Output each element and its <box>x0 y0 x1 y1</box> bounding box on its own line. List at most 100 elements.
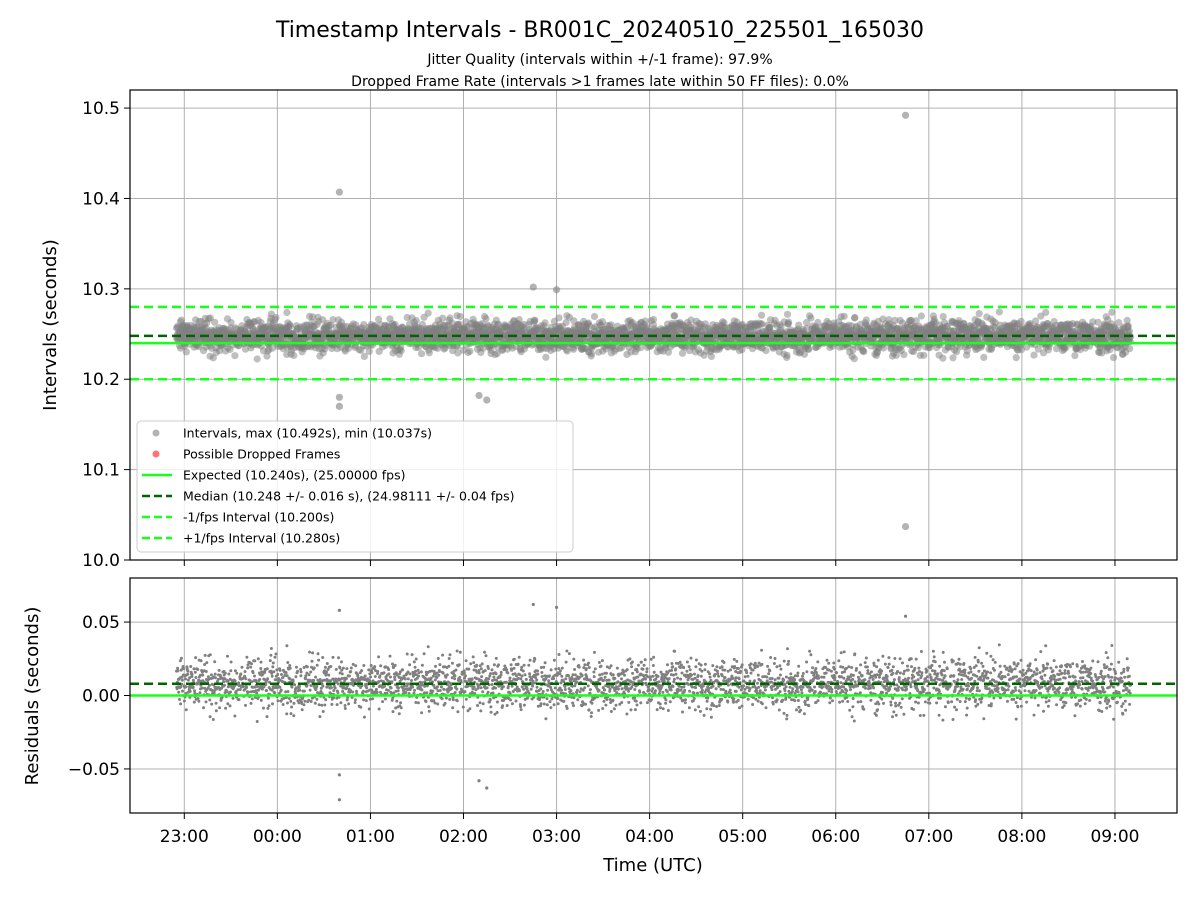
residual-point <box>253 659 257 663</box>
residual-point <box>525 687 529 691</box>
residual-point <box>509 698 512 702</box>
residual-point <box>455 687 459 691</box>
residual-point <box>344 677 348 681</box>
residual-point <box>475 663 479 667</box>
residual-point <box>531 684 535 688</box>
residual-point <box>517 655 521 659</box>
residual-point <box>524 677 528 681</box>
interval-point <box>268 344 277 352</box>
residual-point <box>189 665 193 668</box>
residual-point <box>213 672 217 676</box>
residual-point <box>388 654 392 658</box>
residual-point <box>229 690 232 694</box>
residual-point <box>281 703 285 706</box>
residual-point <box>285 712 289 716</box>
residual-point <box>271 702 274 706</box>
intervals-y-tick-label: 10.1 <box>82 461 120 481</box>
interval-point <box>1017 317 1025 325</box>
residual-point <box>309 670 313 674</box>
residual-point <box>251 671 255 675</box>
residual-point <box>550 697 554 701</box>
residual-point <box>198 691 202 695</box>
residual-point <box>360 669 364 673</box>
residual-point <box>361 689 365 693</box>
residual-point <box>178 698 181 701</box>
residual-point <box>424 700 428 703</box>
residual-point <box>214 701 218 705</box>
residual-point <box>349 670 353 674</box>
residual-point <box>308 688 312 692</box>
residual-point <box>383 684 387 688</box>
residual-point <box>387 672 391 676</box>
residual-point <box>506 685 510 688</box>
legend-label-dropped: Possible Dropped Frames <box>183 447 340 462</box>
interval-point <box>231 352 239 360</box>
residual-point <box>488 698 492 702</box>
interval-point <box>707 352 716 360</box>
residual-point <box>245 655 249 659</box>
residual-point <box>270 674 274 678</box>
residual-point <box>196 668 200 671</box>
residual-point <box>295 665 298 669</box>
residual-point <box>271 661 275 665</box>
residual-point <box>464 697 468 701</box>
interval-point <box>412 317 420 325</box>
residual-point <box>516 662 520 666</box>
interval-point <box>439 314 447 322</box>
residual-point <box>347 674 351 678</box>
residual-point <box>494 672 498 676</box>
residual-point <box>377 680 381 683</box>
residual-point <box>208 698 212 702</box>
residual-point <box>492 675 496 679</box>
residual-point <box>556 697 560 701</box>
interval-point <box>900 351 908 359</box>
residual-point <box>353 698 357 702</box>
residual-point <box>199 659 203 663</box>
residual-point <box>259 660 263 664</box>
residual-point <box>349 666 353 670</box>
residual-point <box>271 665 275 669</box>
residual-point <box>218 706 222 710</box>
residual-point <box>451 706 455 710</box>
residual-point <box>441 671 445 675</box>
residual-point <box>284 671 288 675</box>
residual-point <box>456 710 460 714</box>
residual-point <box>553 686 557 690</box>
interval-point <box>424 309 432 317</box>
residual-point <box>476 704 479 707</box>
residual-point <box>487 677 491 681</box>
residual-point <box>188 689 192 693</box>
residual-point <box>243 670 247 674</box>
residual-point <box>420 711 424 715</box>
interval-outlier-point <box>335 393 343 401</box>
intervals-y-tick-label: 10.3 <box>82 280 120 300</box>
residual-point <box>420 688 424 692</box>
residual-point <box>548 674 551 678</box>
residual-point <box>438 689 442 692</box>
interval-point <box>850 355 858 363</box>
residual-point <box>231 696 235 700</box>
residual-point <box>317 703 321 707</box>
residual-point <box>202 706 205 710</box>
interval-point <box>939 313 947 321</box>
residual-point <box>519 708 523 712</box>
residual-point <box>289 712 293 716</box>
residual-point <box>552 677 556 681</box>
residual-point <box>362 664 366 667</box>
interval-point <box>980 353 988 361</box>
residual-point <box>483 669 487 673</box>
residual-point <box>300 708 304 712</box>
residual-point <box>411 685 415 689</box>
residual-point <box>182 667 186 671</box>
residual-point <box>323 703 327 707</box>
residual-point <box>233 669 237 673</box>
interval-point <box>840 312 848 320</box>
interval-point <box>257 319 265 327</box>
residual-point <box>223 683 226 687</box>
residual-point <box>186 672 190 676</box>
residual-point <box>470 677 474 681</box>
residual-point <box>427 709 431 713</box>
residual-point <box>337 656 340 660</box>
residual-point <box>330 702 334 706</box>
residual-point <box>453 674 457 678</box>
